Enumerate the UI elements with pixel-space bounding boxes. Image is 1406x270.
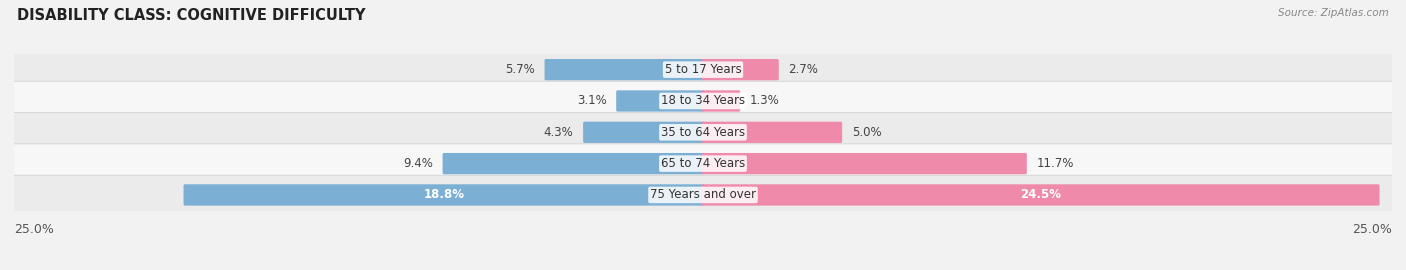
Text: DISABILITY CLASS: COGNITIVE DIFFICULTY: DISABILITY CLASS: COGNITIVE DIFFICULTY <box>17 8 366 23</box>
Text: 4.3%: 4.3% <box>544 126 574 139</box>
FancyBboxPatch shape <box>10 113 1396 152</box>
FancyBboxPatch shape <box>10 144 1396 183</box>
Text: 9.4%: 9.4% <box>404 157 433 170</box>
FancyBboxPatch shape <box>702 59 779 80</box>
FancyBboxPatch shape <box>184 184 704 205</box>
Text: 35 to 64 Years: 35 to 64 Years <box>661 126 745 139</box>
Text: 11.7%: 11.7% <box>1036 157 1074 170</box>
Text: 24.5%: 24.5% <box>1021 188 1062 201</box>
FancyBboxPatch shape <box>702 184 1379 205</box>
Text: Source: ZipAtlas.com: Source: ZipAtlas.com <box>1278 8 1389 18</box>
FancyBboxPatch shape <box>443 153 704 174</box>
FancyBboxPatch shape <box>10 50 1396 89</box>
Text: 18.8%: 18.8% <box>423 188 464 201</box>
Text: 65 to 74 Years: 65 to 74 Years <box>661 157 745 170</box>
FancyBboxPatch shape <box>702 153 1026 174</box>
FancyBboxPatch shape <box>583 122 704 143</box>
FancyBboxPatch shape <box>702 90 740 112</box>
Text: 5.0%: 5.0% <box>852 126 882 139</box>
FancyBboxPatch shape <box>702 122 842 143</box>
Text: 2.7%: 2.7% <box>789 63 818 76</box>
FancyBboxPatch shape <box>10 81 1396 121</box>
Text: 75 Years and over: 75 Years and over <box>650 188 756 201</box>
FancyBboxPatch shape <box>10 175 1396 215</box>
Text: 25.0%: 25.0% <box>14 222 53 235</box>
FancyBboxPatch shape <box>616 90 704 112</box>
Text: 3.1%: 3.1% <box>576 94 606 107</box>
Text: 5.7%: 5.7% <box>505 63 534 76</box>
Text: 25.0%: 25.0% <box>1353 222 1392 235</box>
Text: 18 to 34 Years: 18 to 34 Years <box>661 94 745 107</box>
Text: 1.3%: 1.3% <box>749 94 779 107</box>
Text: 5 to 17 Years: 5 to 17 Years <box>665 63 741 76</box>
FancyBboxPatch shape <box>544 59 704 80</box>
